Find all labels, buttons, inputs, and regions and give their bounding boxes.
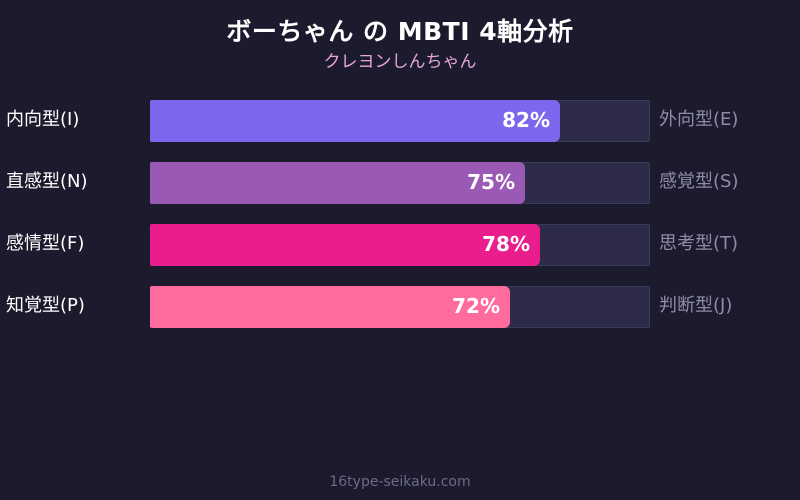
axis-right-label: 感覚型(S) [659, 171, 739, 192]
axis-left-label: 直感型(N) [6, 171, 88, 192]
bar-fill [150, 224, 540, 266]
axis-row: 感情型(F) 78% 思考型(T) [0, 224, 800, 266]
bar-fill [150, 100, 560, 142]
axis-right-label: 判断型(J) [659, 295, 733, 316]
chart-header: ボーちゃん の MBTI 4軸分析 クレヨンしんちゃん [0, 14, 800, 74]
axis-row: 直感型(N) 75% 感覚型(S) [0, 162, 800, 204]
axis-row: 知覚型(P) 72% 判断型(J) [0, 286, 800, 328]
bar-fill [150, 286, 510, 328]
axis-left-label: 感情型(F) [6, 233, 85, 254]
axis-left-label: 内向型(I) [6, 109, 80, 130]
bar-value-label: 72% [452, 294, 500, 318]
source-footer: 16type-seikaku.com [329, 474, 471, 490]
bar-value-label: 75% [467, 170, 515, 194]
axis-row: 内向型(I) 82% 外向型(E) [0, 100, 800, 142]
axis-left-label: 知覚型(P) [6, 295, 85, 316]
bar-fill [150, 162, 525, 204]
chart-title: ボーちゃん の MBTI 4軸分析 [226, 17, 574, 46]
bar-value-label: 78% [482, 232, 530, 256]
chart-subtitle: クレヨンしんちゃん [323, 52, 477, 72]
axis-right-label: 外向型(E) [659, 109, 739, 130]
axis-right-label: 思考型(T) [659, 233, 739, 254]
bar-value-label: 82% [502, 108, 550, 132]
